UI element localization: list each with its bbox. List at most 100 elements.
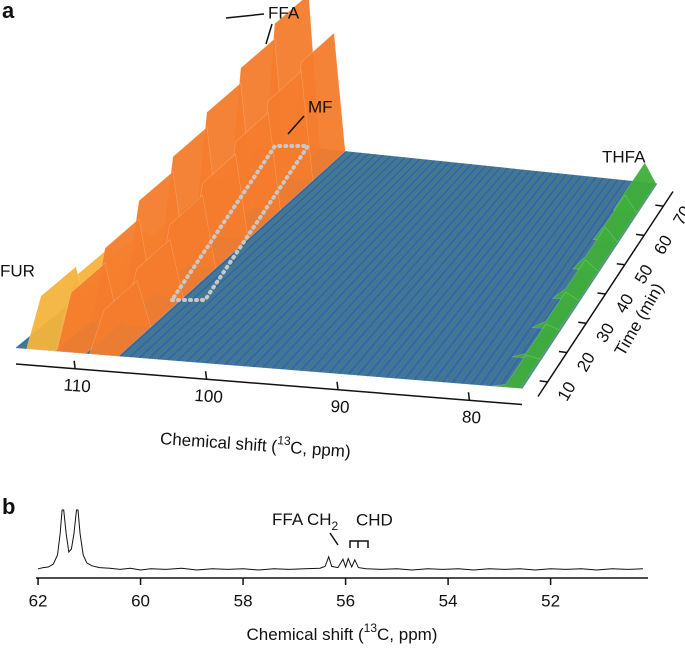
- annotation: FFA: [268, 3, 300, 22]
- x-tick-label: 54: [439, 591, 458, 610]
- surface-stripe: [132, 151, 357, 358]
- surface-stripe: [186, 156, 399, 363]
- y-tick: [597, 292, 606, 295]
- surface-stripe: [521, 183, 658, 389]
- leader: [329, 532, 339, 546]
- surface-plot: [15, 0, 658, 389]
- panel-label: b: [2, 494, 15, 519]
- surface-stripe: [325, 167, 506, 374]
- surface-stripe: [265, 162, 460, 369]
- surface-stripe: [268, 162, 462, 369]
- spectrum: [37, 509, 643, 571]
- surface-stripe: [445, 177, 599, 383]
- y-axis-label: Time (min): [611, 280, 668, 359]
- surface-stripe: [157, 153, 377, 360]
- surface-stripe: [145, 152, 367, 359]
- surface-stripe: [189, 156, 401, 363]
- y-tick: [616, 262, 625, 266]
- surface-stripe: [407, 174, 570, 380]
- y-tick-label: 20: [573, 349, 599, 375]
- x-tick: [204, 371, 208, 380]
- surface-stripe: [202, 157, 411, 364]
- surface-stripe: [119, 150, 348, 357]
- axis-label: Chemical shift (13C, ppm): [247, 621, 438, 644]
- leader: [265, 23, 273, 45]
- surface-stripe: [246, 161, 445, 367]
- surface-stripe: [262, 162, 458, 369]
- surface-stripe: [281, 163, 472, 370]
- y-tick: [655, 204, 664, 207]
- surface-stripe: [274, 163, 467, 370]
- surface-stripe: [436, 176, 592, 383]
- surface-stripe: [303, 165, 489, 372]
- surface-stripe: [366, 170, 538, 377]
- surface-stripe: [372, 171, 543, 377]
- axis-label-part: Chemical shift (: [159, 430, 278, 457]
- surface-stripe: [429, 175, 587, 382]
- surface-stripe: [458, 178, 609, 384]
- surface-stripe: [451, 177, 604, 384]
- surface-stripe: [328, 167, 509, 374]
- surface-stripe: [176, 155, 392, 362]
- surface-stripe: [290, 164, 480, 371]
- surface-stripe: [243, 160, 443, 367]
- surface-stripe: [423, 175, 582, 382]
- surface-stripe: [338, 168, 516, 375]
- y-tick: [539, 380, 548, 383]
- surface-stripe: [217, 158, 423, 365]
- surface-stripe: [170, 154, 387, 361]
- surface-stripe: [161, 154, 379, 361]
- surface-stripe: [309, 166, 494, 372]
- surface-stripe: [448, 177, 602, 384]
- axis-label-sup: 13: [277, 433, 292, 448]
- surface-stripe: [398, 173, 563, 379]
- x-tick: [73, 360, 76, 369]
- surface-stripe: [129, 151, 355, 358]
- x-tick-label: 80: [461, 407, 481, 427]
- surface-stripe: [388, 172, 555, 379]
- annotation: FUR: [0, 261, 35, 280]
- surface-stripe: [151, 153, 372, 360]
- surface-stripe: [353, 169, 528, 376]
- x-axis: [15, 363, 523, 406]
- mf-region: [168, 144, 312, 302]
- surface-stripe: [467, 178, 616, 385]
- surface-stripe: [350, 169, 526, 376]
- surface-stripe: [233, 160, 436, 366]
- surface-stripe: [154, 153, 374, 360]
- x-tick-label: 60: [131, 591, 150, 610]
- surface-stripe: [205, 157, 414, 364]
- surface-stripe: [395, 172, 560, 379]
- surface-stripe: [255, 161, 453, 368]
- surface-stripe: [486, 180, 631, 387]
- surface-stripe: [455, 177, 607, 384]
- surface-stripe: [483, 180, 629, 386]
- axis-label-part: C, ppm): [377, 625, 437, 644]
- panel-label: a: [2, 0, 15, 23]
- surface-stripe: [240, 160, 440, 367]
- annotation: CHD: [356, 510, 393, 529]
- surface-stripe: [164, 154, 382, 361]
- surface-stripe: [385, 172, 553, 378]
- surface-stripe: [432, 176, 590, 382]
- axis-label-sup: 13: [364, 621, 378, 635]
- surface-stripe: [173, 155, 389, 362]
- y-tick: [558, 350, 568, 354]
- x-tick-label: 100: [194, 386, 224, 407]
- surface-stripe: [126, 151, 352, 358]
- surface-stripe: [138, 152, 362, 359]
- y-tick-label: 70: [670, 203, 685, 229]
- surface-stripe: [284, 164, 475, 370]
- surface-stripe: [474, 179, 621, 386]
- x-tick: [336, 381, 339, 390]
- surface-stripe: [401, 173, 565, 380]
- surface-stripe: [259, 162, 455, 368]
- surface-stripe: [236, 160, 438, 367]
- surface-stripe: [221, 159, 426, 365]
- surface-stripe: [341, 168, 519, 375]
- x-tick-label: 110: [63, 375, 91, 396]
- annotation: MF: [308, 97, 333, 116]
- y-tick: [578, 321, 587, 325]
- surface-stripe: [410, 174, 572, 380]
